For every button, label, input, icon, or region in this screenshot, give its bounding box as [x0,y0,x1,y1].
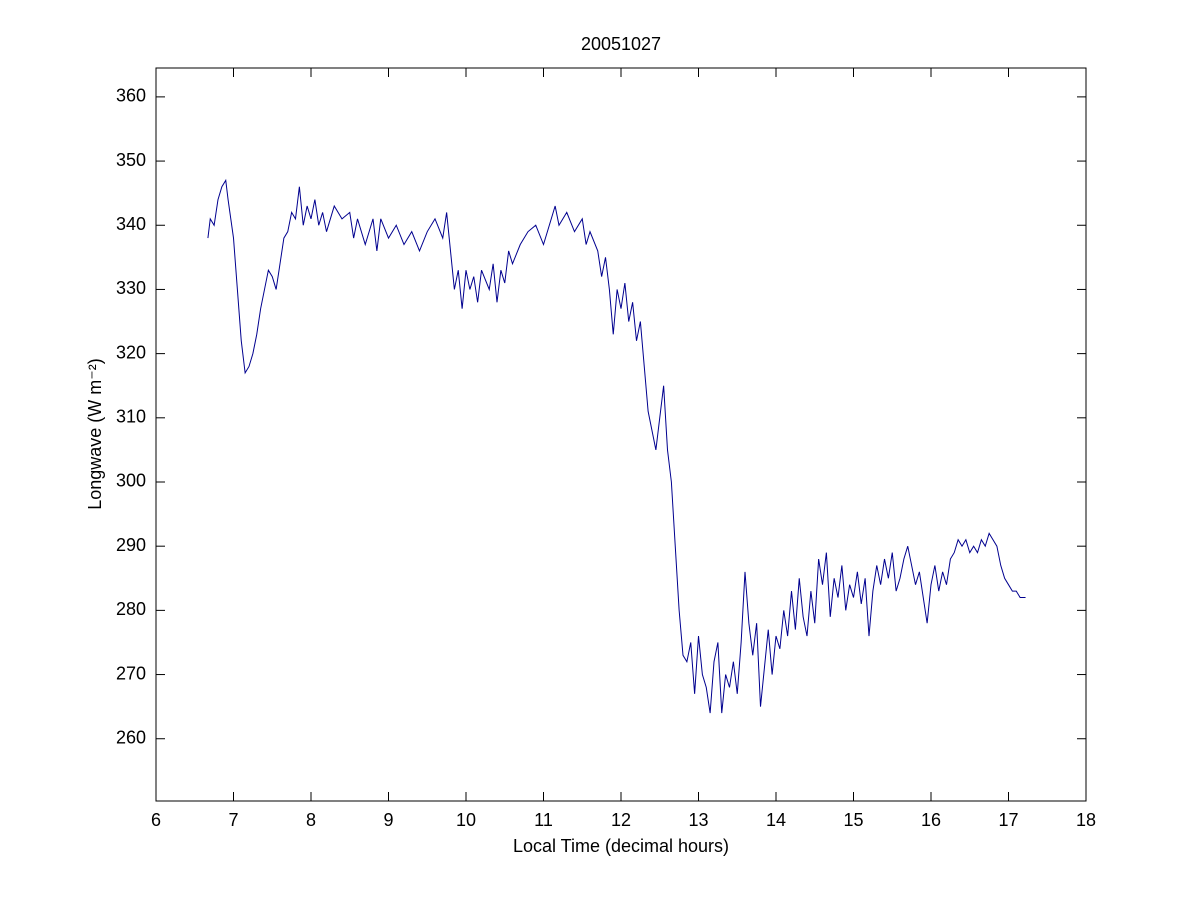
x-tick-label: 7 [228,810,238,830]
y-tick-label: 300 [116,471,146,491]
x-tick-label: 17 [998,810,1018,830]
y-tick-label: 320 [116,342,146,362]
x-tick-label: 13 [688,810,708,830]
y-tick-label: 340 [116,214,146,234]
data-line [207,178,1026,714]
x-tick-label: 16 [921,810,941,830]
x-tick-label: 10 [456,810,476,830]
x-tick-label: 11 [534,810,553,830]
y-tick-label: 270 [116,663,146,683]
x-tick-label: 18 [1076,810,1096,830]
chart-title: 20051027 [581,34,661,54]
x-tick-label: 15 [843,810,863,830]
x-tick-label: 9 [383,810,393,830]
y-axis-label: Longwave (W m⁻²) [85,358,105,510]
y-tick-label: 350 [116,150,146,170]
x-tick-label: 14 [766,810,786,830]
x-tick-label: 6 [151,810,161,830]
y-tick-label: 330 [116,278,146,298]
x-tick-label: 8 [306,810,316,830]
x-tick-label: 12 [611,810,631,830]
y-tick-label: 280 [116,599,146,619]
y-tick-label: 360 [116,86,146,106]
x-axis-label: Local Time (decimal hours) [513,836,729,856]
y-tick-label: 290 [116,535,146,555]
y-tick-label: 260 [116,727,146,747]
y-tick-label: 310 [116,407,146,427]
